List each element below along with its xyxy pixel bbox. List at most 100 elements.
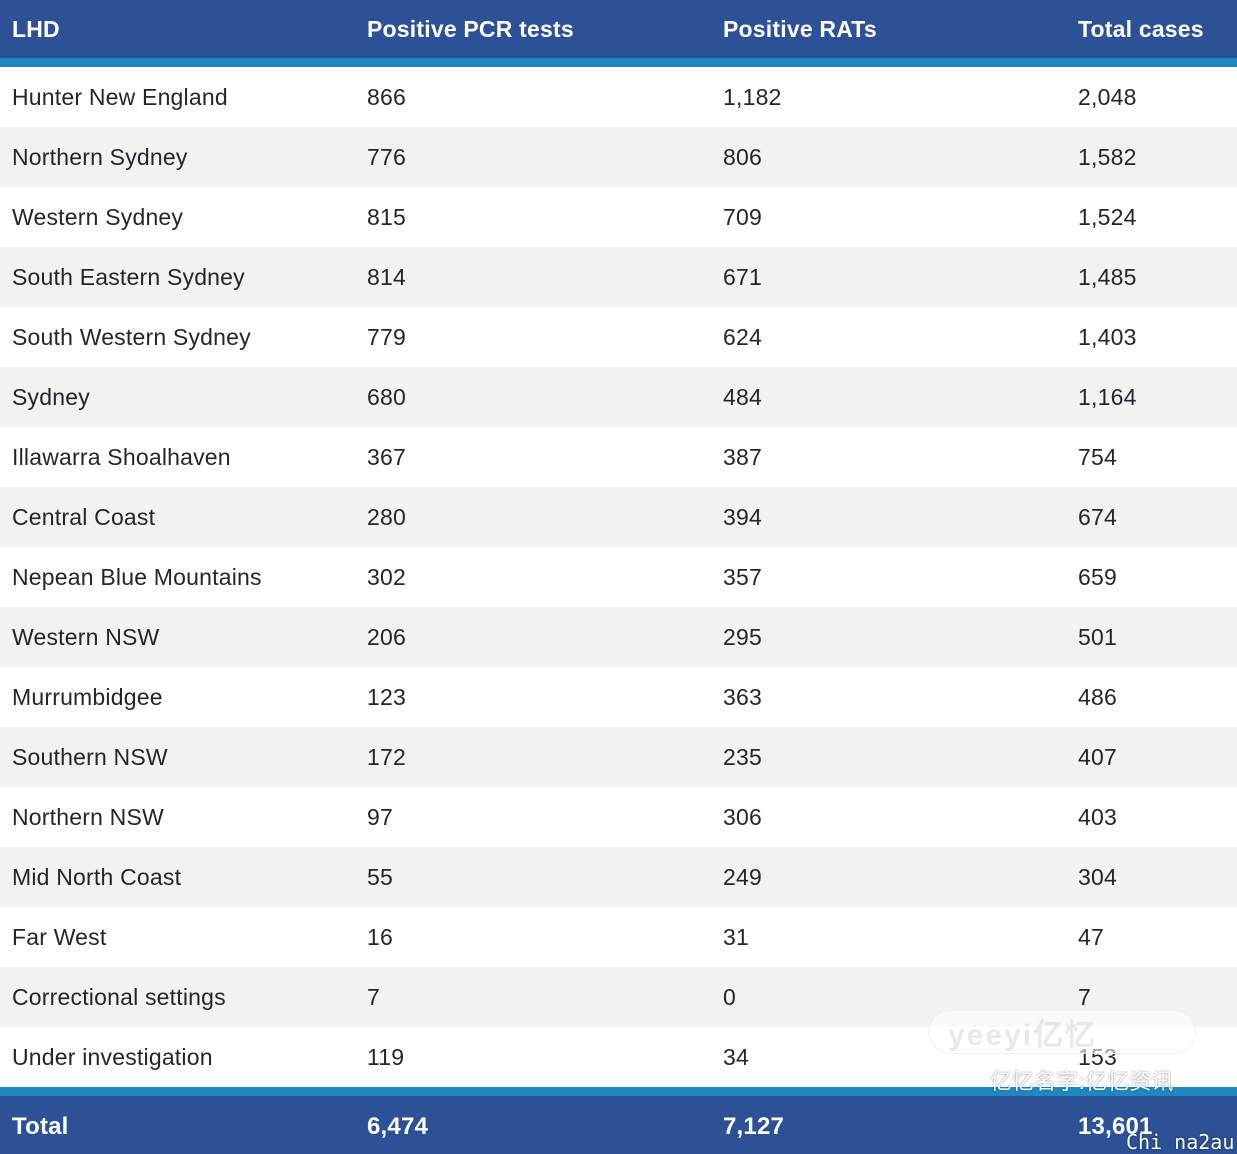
cell-pcr: 119 (367, 1043, 405, 1070)
watermark-brand: yeeyi亿忆 (948, 1019, 1098, 1052)
table-row: Hunter New England 866 1,182 2,048 (0, 67, 1237, 127)
cell-pcr: 302 (367, 563, 406, 590)
cell-pcr: 680 (367, 383, 406, 410)
header-total: Total cases (1078, 15, 1204, 42)
cell-rats: 249 (723, 863, 762, 890)
cell-rats: 709 (723, 203, 762, 230)
cell-lhd: South Western Sydney (12, 323, 251, 350)
table-row: Far West 16 31 47 (0, 907, 1237, 967)
cell-rats: 624 (723, 323, 762, 350)
cell-lhd: Mid North Coast (12, 863, 182, 890)
cell-rats: 0 (723, 983, 736, 1010)
cell-rats: 387 (723, 443, 762, 470)
cell-total: 674 (1078, 503, 1117, 530)
table-row: South Western Sydney 779 624 1,403 (0, 307, 1237, 367)
footer-rats-total: 7,127 (723, 1112, 785, 1140)
cell-rats: 1,182 (723, 83, 782, 110)
header-lhd: LHD (12, 15, 60, 42)
table-row: Western Sydney 815 709 1,524 (0, 187, 1237, 247)
cell-lhd: Northern Sydney (12, 143, 188, 170)
cell-rats: 235 (723, 743, 762, 770)
cell-pcr: 123 (367, 683, 406, 710)
cell-total: 7 (1078, 983, 1091, 1010)
cell-total: 501 (1078, 623, 1117, 650)
table-row: Mid North Coast 55 249 304 (0, 847, 1237, 907)
table-row: Sydney 680 484 1,164 (0, 367, 1237, 427)
cell-total: 659 (1078, 563, 1117, 590)
cell-total: 407 (1078, 743, 1117, 770)
cell-total: 1,403 (1078, 323, 1137, 350)
table-row: Illawarra Shoalhaven 367 387 754 (0, 427, 1237, 487)
cell-total: 1,524 (1078, 203, 1137, 230)
cell-total: 2,048 (1078, 83, 1137, 110)
table-row: Correctional settings 7 0 7 (0, 967, 1237, 1027)
cell-total: 1,164 (1078, 383, 1137, 410)
cell-rats: 363 (723, 683, 762, 710)
footer-cases-total: 13,601 (1078, 1112, 1153, 1140)
cell-pcr: 172 (367, 743, 406, 770)
cell-pcr: 7 (367, 983, 380, 1010)
cell-rats: 484 (723, 383, 762, 410)
cell-rats: 806 (723, 143, 762, 170)
cell-rats: 295 (723, 623, 762, 650)
table-row: Nepean Blue Mountains 302 357 659 (0, 547, 1237, 607)
cell-total: 1,485 (1078, 263, 1137, 290)
cell-pcr: 280 (367, 503, 406, 530)
table-row: Southern NSW 172 235 407 (0, 727, 1237, 787)
cell-lhd: Northern NSW (12, 803, 164, 830)
cell-total: 1,582 (1078, 143, 1137, 170)
cell-lhd: Sydney (12, 383, 90, 410)
cell-pcr: 779 (367, 323, 406, 350)
table-row: Murrumbidgee 123 363 486 (0, 667, 1237, 727)
watermark-pinyin-text: Chi na2au (1126, 1130, 1235, 1154)
cell-pcr: 866 (367, 83, 406, 110)
cell-lhd: Under investigation (12, 1043, 213, 1070)
footer-accent-stripe (0, 1087, 1237, 1096)
cell-pcr: 97 (367, 803, 393, 830)
cell-rats: 306 (723, 803, 762, 830)
table-header-row: LHD Positive PCR tests Positive RATs Tot… (0, 0, 1237, 58)
table-row: Northern Sydney 776 806 1,582 (0, 127, 1237, 187)
cell-lhd: Far West (12, 923, 107, 950)
cell-rats: 357 (723, 563, 762, 590)
table-row: South Eastern Sydney 814 671 1,485 (0, 247, 1237, 307)
cell-lhd: Southern NSW (12, 743, 168, 770)
cell-lhd: South Eastern Sydney (12, 263, 245, 290)
cell-rats: 34 (723, 1043, 749, 1070)
footer-pcr-total: 6,474 (367, 1112, 429, 1140)
header-accent-stripe (0, 58, 1237, 67)
cell-pcr: 55 (367, 863, 393, 890)
cell-total: 403 (1078, 803, 1117, 830)
cell-lhd: Illawarra Shoalhaven (12, 443, 231, 470)
cell-total: 754 (1078, 443, 1117, 470)
table-body: Hunter New England 866 1,182 2,048 Northern … (0, 67, 1237, 1087)
cell-pcr: 776 (367, 143, 406, 170)
header-rats: Positive RATs (723, 15, 877, 42)
cell-pcr: 814 (367, 263, 406, 290)
cell-lhd: Western Sydney (12, 203, 184, 230)
cell-pcr: 16 (367, 923, 393, 950)
cell-pcr: 367 (367, 443, 406, 470)
cell-total: 47 (1078, 923, 1104, 950)
watermark-chinese-text: 亿忆名字:亿忆资讯 (990, 1070, 1174, 1095)
watermark-pill (928, 1010, 1196, 1054)
cell-lhd: Western NSW (12, 623, 160, 650)
cell-lhd: Central Coast (12, 503, 156, 530)
cell-pcr: 815 (367, 203, 406, 230)
table-row: Northern NSW 97 306 403 (0, 787, 1237, 847)
cell-lhd: Murrumbidgee (12, 683, 163, 710)
cell-lhd: Nepean Blue Mountains (12, 563, 262, 590)
cell-lhd: Hunter New England (12, 83, 228, 110)
cell-total: 304 (1078, 863, 1117, 890)
cell-total: 486 (1078, 683, 1117, 710)
cell-rats: 671 (723, 263, 762, 290)
footer-label: Total (12, 1112, 69, 1140)
cell-lhd: Correctional settings (12, 983, 226, 1010)
table-row: Central Coast 280 394 674 (0, 487, 1237, 547)
table-footer-row: Total 6,474 7,127 13,601 (0, 1096, 1237, 1154)
cell-rats: 394 (723, 503, 762, 530)
cell-rats: 31 (723, 923, 749, 950)
table-row: Western NSW 206 295 501 (0, 607, 1237, 667)
header-pcr: Positive PCR tests (367, 15, 574, 42)
